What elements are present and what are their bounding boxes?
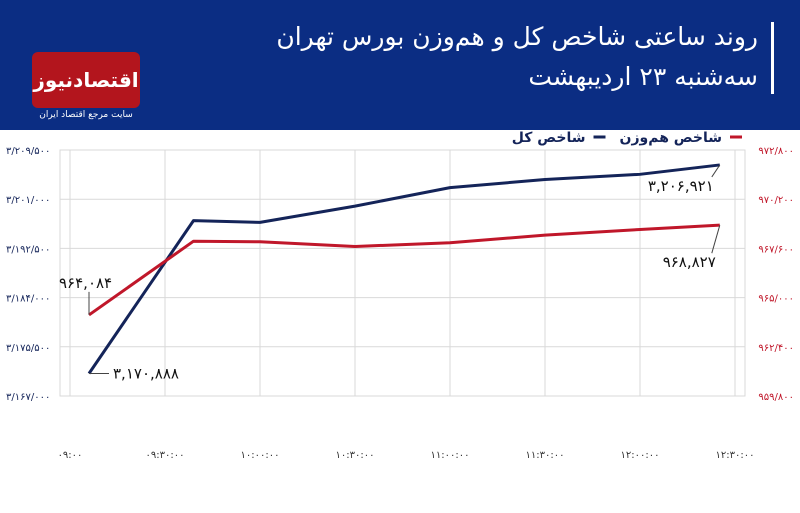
x-tick-label: ۱۲:۳۰:۰۰ [716, 450, 755, 461]
right-tick-label: ۹۶۷/۶۰۰ [758, 244, 794, 255]
x-axis-ticks: ۰۹:۰۰ ۰۹:۳۰:۰۰ ۱۰:۰۰:۰۰ ۱۰:۳۰:۰۰ ۱۱:۰۰:۰۰ ۱۱:… [58, 450, 755, 461]
logo-text: اقتصادنیوز [33, 68, 139, 92]
left-tick-label: ۳/۱۷۵/۵۰۰ [6, 343, 50, 354]
legend-label: شاخص کل [512, 130, 586, 146]
left-tick-label: ۳/۱۶۷/۰۰۰ [6, 392, 50, 403]
x-tick-label: ۰۹:۰۰ [58, 450, 83, 461]
right-tick-label: ۹۷۰/۲۰۰ [758, 195, 794, 206]
x-tick-label: ۱۱:۳۰:۰۰ [526, 450, 565, 461]
data-label: ۹۶۸,۸۲۷ [663, 253, 716, 271]
left-tick-label: ۳/۱۹۲/۵۰۰ [6, 244, 50, 255]
legend-label: شاخص هم‌وزن [620, 130, 722, 146]
right-tick-label: ۹۷۲/۸۰۰ [758, 146, 794, 157]
title-accent-bar [771, 22, 774, 94]
right-tick-label: ۹۵۹/۸۰۰ [758, 392, 794, 403]
data-label: ۳,۱۷۰,۸۸۸ [113, 364, 179, 382]
data-label: ۳,۲۰۶,۹۲۱ [648, 177, 714, 195]
series-line-equal-weight-index [88, 223, 720, 317]
x-tick-label: ۱۲:۰۰:۰۰ [621, 450, 660, 461]
series-line-total-index [87, 163, 720, 375]
right-tick-label: ۹۶۲/۴۰۰ [758, 343, 794, 354]
data-label: ۹۶۴,۰۸۴ [59, 274, 112, 292]
chart-title: روند ساعتی شاخص کل و هم‌وزن بورس تهران [276, 22, 758, 51]
left-tick-label: ۳/۱۸۴/۰۰۰ [6, 294, 50, 305]
right-tick-label: ۹۶۵/۰۰۰ [758, 294, 794, 305]
brand-logo: اقتصادنیوز [32, 52, 140, 108]
x-tick-label: ۱۰:۰۰:۰۰ [241, 450, 280, 461]
label-leader-line [711, 164, 721, 178]
x-tick-label: ۱۱:۰۰:۰۰ [431, 450, 470, 461]
logo-subtitle: سایت مرجع اقتصاد ایران [39, 110, 133, 120]
left-tick-label: ۳/۲۰۹/۵۰۰ [6, 146, 50, 157]
left-tick-label: ۳/۲۰۱/۰۰۰ [6, 195, 50, 206]
x-tick-label: ۱۰:۳۰:۰۰ [336, 450, 375, 461]
chart-subtitle-date: سه‌شنبه ۲۳ اردیبهشت [528, 62, 758, 91]
series-lines [87, 163, 720, 375]
data-labels: ۳,۱۷۰,۸۸۸ ۳,۲۰۶,۹۲۱ ۹۶۴,۰۸۴ ۹۶۸,۸۲۷ [59, 164, 721, 382]
line-chart: ۳/۱۶۷/۰۰۰ ۳/۱۷۵/۵۰۰ ۳/۱۸۴/۰۰۰ ۳/۱۹۲/۵۰۰ ۳/۲۰… [6, 130, 794, 461]
chart-legend: شاخص هم‌وزن شاخص کل [512, 130, 742, 146]
plot-border [59, 149, 746, 397]
x-tick-label: ۰۹:۳۰:۰۰ [146, 450, 185, 461]
right-axis-ticks: ۹۵۹/۸۰۰ ۹۶۲/۴۰۰ ۹۶۵/۰۰۰ ۹۶۷/۶۰۰ ۹۷۰/۲۰۰ ۹۷۲/۸… [758, 146, 794, 403]
label-leader-line [711, 225, 721, 254]
chart-header: روند ساعتی شاخص کل و هم‌وزن بورس تهران س… [0, 0, 800, 130]
grid-lines [59, 149, 746, 397]
left-axis-ticks: ۳/۱۶۷/۰۰۰ ۳/۱۷۵/۵۰۰ ۳/۱۸۴/۰۰۰ ۳/۱۹۲/۵۰۰ ۳/۲۰… [6, 146, 50, 403]
